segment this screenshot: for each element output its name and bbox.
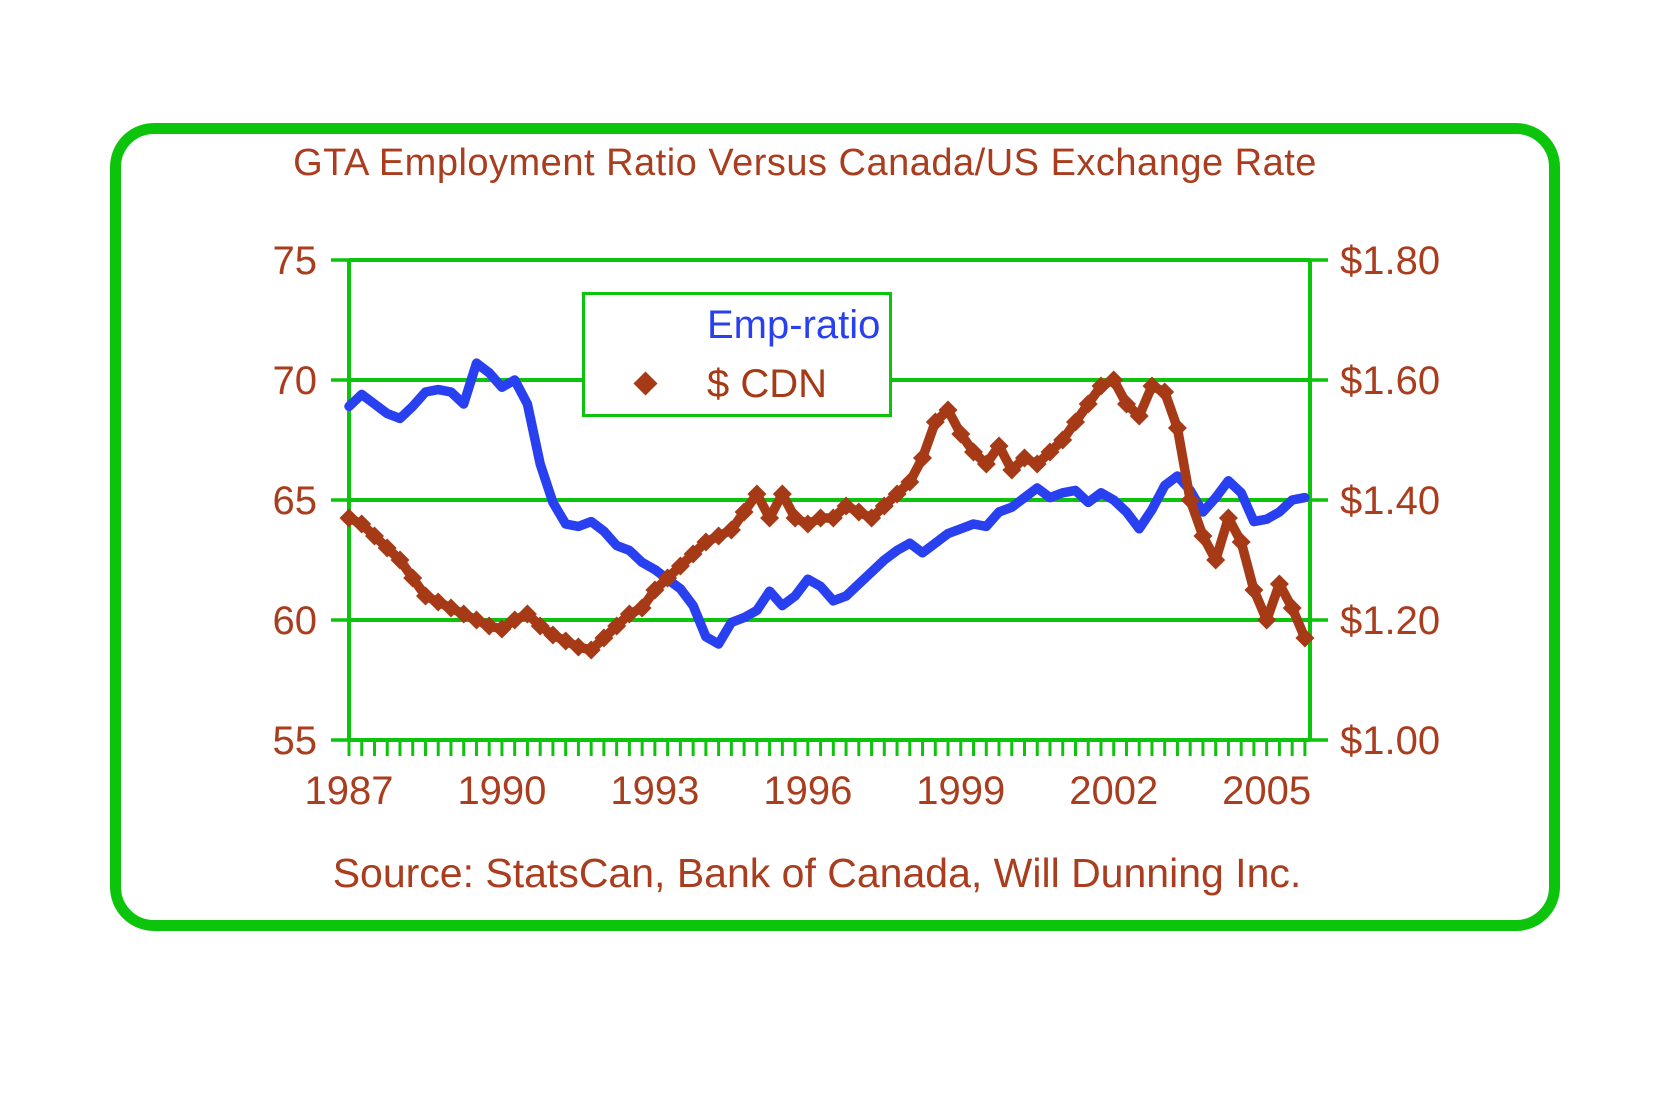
svg-text:$1.60: $1.60 [1340, 359, 1440, 403]
svg-text:$1.20: $1.20 [1340, 599, 1440, 643]
legend-entry-cdn: $ CDN [585, 355, 889, 415]
svg-text:1990: 1990 [457, 769, 546, 813]
svg-text:60: 60 [273, 599, 318, 643]
svg-text:$1.00: $1.00 [1340, 719, 1440, 763]
svg-text:1987: 1987 [305, 769, 394, 813]
svg-text:1999: 1999 [916, 769, 1005, 813]
svg-text:2005: 2005 [1222, 769, 1311, 813]
chart-frame-border [110, 123, 1560, 931]
svg-text:75: 75 [273, 239, 318, 283]
svg-text:70: 70 [273, 359, 318, 403]
cdn-line-swatch [597, 371, 695, 396]
svg-text:$1.80: $1.80 [1340, 239, 1440, 283]
diamond-marker-icon [633, 371, 658, 396]
svg-text:1996: 1996 [763, 769, 852, 813]
svg-text:$1.40: $1.40 [1340, 479, 1440, 523]
chart-title: GTA Employment Ratio Versus Canada/US Ex… [293, 142, 1317, 184]
legend-entry-emp-ratio: Emp-ratio [585, 295, 889, 355]
source-note: Source: StatsCan, Bank of Canada, Will D… [332, 850, 1302, 896]
svg-text:55: 55 [273, 719, 318, 763]
svg-text:65: 65 [273, 479, 318, 523]
legend-label-emp-ratio: Emp-ratio [707, 302, 881, 347]
legend: Emp-ratio $ CDN [582, 292, 892, 417]
emp-ratio-line-swatch [597, 319, 695, 331]
legend-label-cdn: $ CDN [707, 362, 828, 407]
svg-text:1993: 1993 [610, 769, 699, 813]
svg-text:2002: 2002 [1069, 769, 1158, 813]
